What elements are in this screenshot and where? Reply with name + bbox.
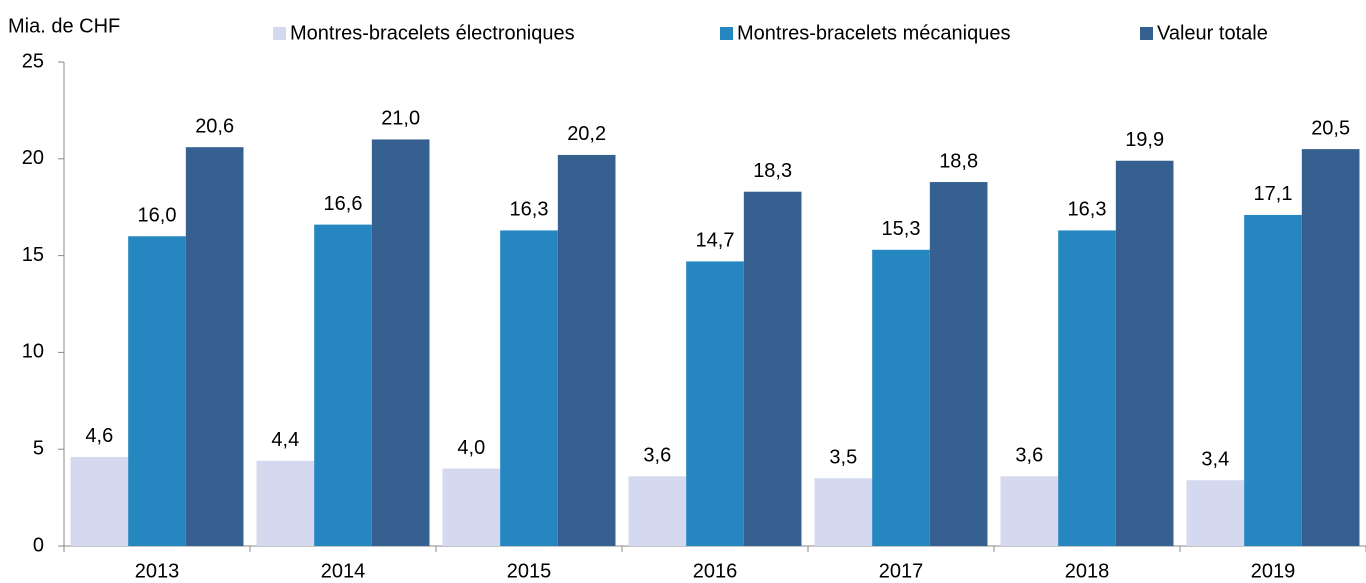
data-label: 3,6	[643, 445, 671, 467]
data-label: 16,3	[510, 199, 549, 221]
data-label: 19,9	[1125, 129, 1164, 151]
bar	[371, 139, 430, 546]
bar	[1186, 480, 1245, 546]
y-tick-label: 0	[33, 534, 44, 556]
x-tick-label: 2015	[507, 560, 552, 582]
data-label: 4,0	[457, 437, 485, 459]
data-label: 3,5	[829, 447, 857, 469]
bar	[500, 230, 558, 546]
y-tick-label: 10	[22, 341, 44, 363]
data-label: 3,6	[1015, 445, 1043, 467]
bar	[185, 147, 244, 546]
data-label: 20,6	[195, 115, 234, 137]
data-label: 16,0	[138, 205, 177, 227]
y-tick-label: 15	[22, 244, 44, 266]
data-label: 17,1	[1254, 183, 1293, 205]
data-label: 15,3	[882, 218, 921, 240]
bar	[1115, 160, 1174, 546]
bar	[1000, 476, 1059, 546]
x-tick-label: 2016	[693, 560, 738, 582]
data-label: 16,3	[1068, 199, 1107, 221]
bar	[1244, 214, 1302, 546]
legend-swatch	[273, 27, 286, 40]
legend-swatch	[720, 27, 733, 40]
x-tick-label: 2014	[321, 560, 366, 582]
bar	[872, 249, 930, 547]
x-tick-label: 2018	[1065, 560, 1110, 582]
x-tick-label: 2017	[879, 560, 924, 582]
bar	[743, 191, 802, 546]
data-label: 20,2	[567, 123, 606, 145]
bar	[1058, 230, 1116, 546]
data-label: 4,4	[271, 429, 299, 451]
data-label: 14,7	[696, 230, 735, 252]
bar	[929, 182, 988, 547]
data-label: 3,4	[1201, 448, 1229, 470]
bar	[442, 468, 501, 546]
data-label: 21,0	[381, 108, 420, 130]
data-label: 18,3	[753, 160, 792, 182]
bar	[128, 236, 186, 547]
x-tick-label: 2013	[135, 560, 180, 582]
legend-label: Valeur totale	[1157, 22, 1268, 44]
data-label: 4,6	[85, 425, 113, 447]
legend-label: Montres-bracelets mécaniques	[737, 22, 1010, 44]
y-tick-label: 5	[33, 437, 44, 459]
bar	[628, 476, 687, 546]
x-tick-label: 2019	[1251, 560, 1296, 582]
bar	[557, 154, 616, 547]
bar	[814, 478, 873, 546]
data-label: 16,6	[324, 193, 363, 215]
bar	[256, 460, 315, 546]
y-axis-label: Mia. de CHF	[8, 15, 120, 37]
y-tick-label: 25	[22, 50, 44, 72]
bar	[70, 456, 129, 546]
legend-swatch	[1140, 27, 1153, 40]
data-label: 20,5	[1311, 117, 1350, 139]
bar	[686, 261, 744, 546]
data-label: 18,8	[939, 150, 978, 172]
legend-label: Montres-bracelets électroniques	[290, 22, 575, 44]
bar	[314, 224, 372, 546]
y-tick-label: 20	[22, 147, 44, 169]
bar	[1301, 149, 1360, 546]
